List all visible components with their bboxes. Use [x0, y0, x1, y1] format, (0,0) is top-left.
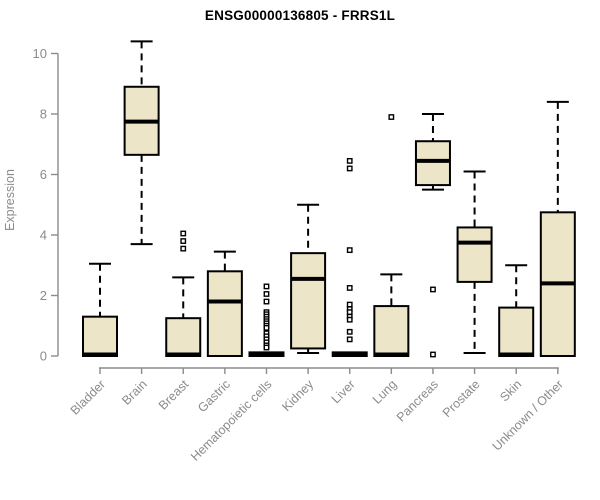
outlier-point	[346, 316, 353, 323]
chart-title: ENSG00000136805 - FRRS1L	[204, 8, 396, 23]
outlier-point	[346, 328, 353, 335]
x-tick-label: Liver	[329, 377, 358, 406]
x-tick-label: Bladder	[68, 377, 108, 417]
box-pancreas	[414, 113, 451, 358]
box-kidney	[290, 203, 327, 354]
outlier-point	[346, 301, 353, 308]
iqr-box	[290, 252, 327, 350]
x-tick-label: Lung	[370, 377, 400, 407]
x-tick-label: Skin	[497, 377, 524, 404]
box-liver	[331, 157, 368, 357]
outlier-point	[346, 336, 353, 343]
x-tick-label: Hematopoietic cells	[188, 377, 275, 464]
iqr-box	[414, 140, 451, 187]
iqr-box	[373, 305, 410, 357]
x-tick-label: Brain	[119, 377, 150, 408]
outlier-point	[346, 285, 353, 291]
x-tick-label: Unknown / Other	[490, 377, 566, 453]
outlier-point	[346, 157, 353, 164]
x-tick-label: Breast	[156, 377, 192, 413]
outlier-point	[346, 165, 353, 172]
box-brain	[123, 40, 160, 246]
box-breast	[165, 230, 202, 357]
box-bladder	[82, 262, 118, 357]
iqr-box	[82, 315, 118, 357]
outlier-point	[346, 247, 353, 254]
box-skin	[498, 264, 535, 358]
outlier-point	[263, 298, 270, 305]
y-tick-label: 6	[40, 167, 47, 182]
outlier-point	[346, 309, 353, 316]
outlier-point	[263, 291, 270, 297]
outlier-point	[180, 230, 187, 237]
y-tick-label: 4	[40, 228, 47, 243]
y-tick-label: 10	[33, 46, 47, 61]
iqr-box	[165, 317, 202, 357]
y-axis: 0 2 4 6 8 10	[33, 46, 59, 364]
outlier-point	[180, 238, 187, 244]
outlier-point	[180, 245, 187, 252]
box-prostate	[456, 170, 493, 354]
outlier-point	[263, 344, 270, 351]
iqr-box	[498, 306, 535, 358]
outlier-point	[263, 283, 270, 290]
y-tick-label: 0	[40, 349, 47, 364]
box-gastric	[206, 250, 243, 357]
iqr-box	[456, 226, 493, 283]
box-lung	[373, 114, 410, 357]
x-tick-label: Gastric	[195, 377, 233, 415]
box-unknown-other	[539, 100, 576, 357]
box-hematopoietic-cells	[248, 283, 285, 357]
outlier-point	[388, 114, 395, 120]
iqr-box	[206, 270, 243, 357]
outlier-point	[430, 351, 436, 358]
x-tick-label: Pancreas	[394, 377, 441, 424]
outlier-point	[263, 324, 270, 331]
x-tick-label: Kidney	[279, 377, 316, 414]
y-tick-label: 8	[40, 107, 47, 122]
outlier-point	[430, 286, 436, 293]
y-tick-label: 2	[40, 288, 47, 303]
x-tick-label: Prostate	[440, 377, 483, 420]
